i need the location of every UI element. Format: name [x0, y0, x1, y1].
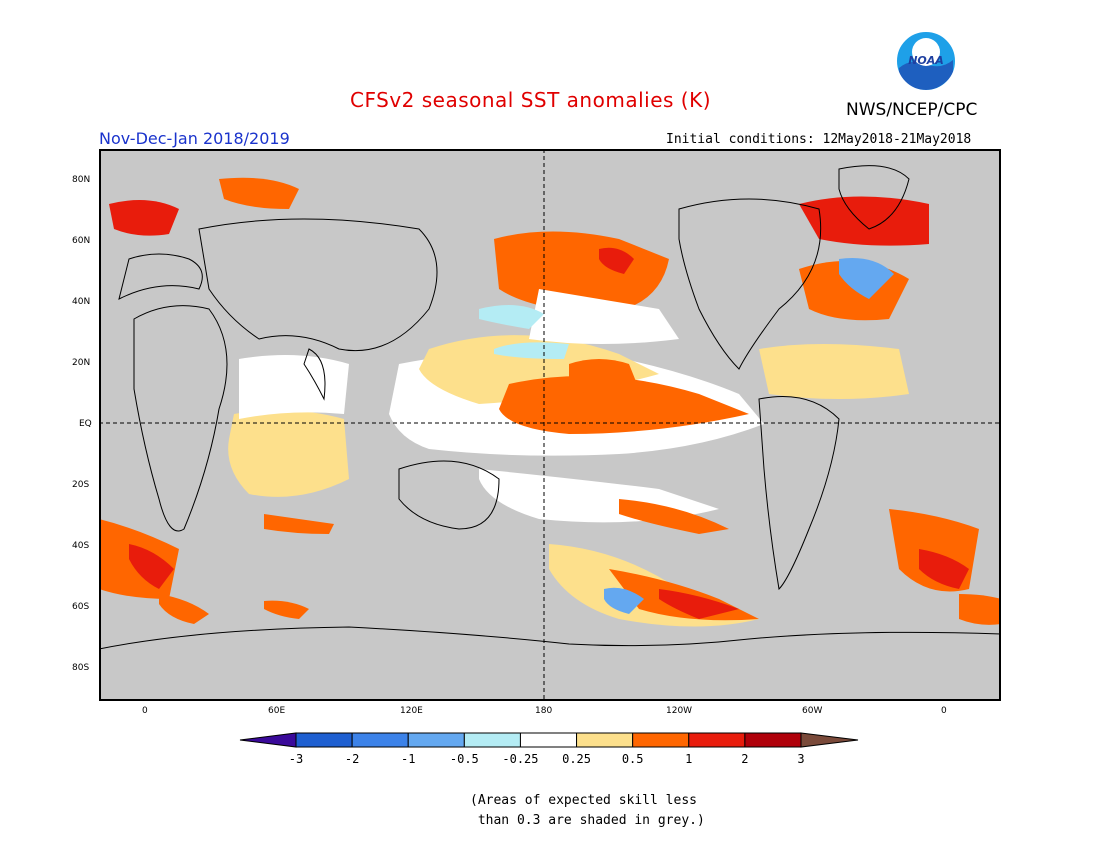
colorbar-bin [351, 732, 409, 748]
colorbar-tick-label: 0.5 [622, 752, 644, 766]
lon-label: 60E [268, 706, 286, 716]
lon-label: 120E [400, 706, 423, 716]
lon-label: 180 [535, 706, 553, 716]
agency-label: NWS/NCEP/CPC [846, 100, 978, 120]
colorbar: -3 -2 -1 -0.5 -0.25 0.25 0.5 1 2 3 [238, 731, 862, 771]
colorbar-tick-label: -2 [345, 752, 359, 766]
forecast-period: Nov-Dec-Jan 2018/2019 [99, 129, 290, 148]
lat-label: EQ [79, 419, 92, 429]
lat-label: 80N [72, 175, 91, 185]
initial-conditions: Initial conditions: 12May2018-21May2018 [666, 132, 972, 147]
colorbar-bin [632, 732, 690, 748]
coastlines [118, 165, 910, 591]
lat-label: 80S [72, 663, 90, 673]
svg-text:NOAA: NOAA [908, 54, 944, 67]
lat-label: 40N [72, 297, 91, 307]
lon-label: 120W [666, 706, 693, 716]
colorbar-tick-label: 3 [797, 752, 804, 766]
colorbar-bin [519, 732, 578, 748]
skill-footnote: (Areas of expected skill less than 0.3 a… [470, 793, 705, 828]
colorbar-high-extreme [800, 732, 859, 748]
colorbar-low-extreme [239, 732, 297, 748]
lat-label: 60N [72, 236, 91, 246]
sst-anomaly-map [98, 149, 1002, 702]
map-border [99, 149, 1001, 701]
lat-label: 20N [72, 358, 91, 368]
colorbar-tick-label: -3 [289, 752, 303, 766]
lat-label: 40S [72, 541, 90, 551]
colorbar-bin [463, 732, 521, 748]
colorbar-bin [688, 732, 746, 748]
colorbar-tick-label: -1 [401, 752, 415, 766]
colorbar-tick-label: 0.25 [562, 752, 591, 766]
colorbar-tick-label: -0.5 [450, 752, 479, 766]
colorbar-bin [295, 732, 353, 748]
lon-label: 0 [142, 706, 148, 716]
colorbar-bin [744, 732, 802, 748]
colorbar-tick-label: 1 [685, 752, 692, 766]
lon-label: 0 [941, 706, 947, 716]
lat-label: 20S [72, 480, 90, 490]
lat-label: 60S [72, 602, 90, 612]
colorbar-bin [407, 732, 465, 748]
noaa-logo: NOAA [895, 30, 957, 92]
colorbar-tick-label: -0.25 [502, 752, 538, 766]
colorbar-tick-label: 2 [741, 752, 748, 766]
colorbar-bin [576, 732, 634, 748]
chart-title: CFSv2 seasonal SST anomalies (K) [350, 88, 711, 112]
lon-label: 60W [802, 706, 823, 716]
